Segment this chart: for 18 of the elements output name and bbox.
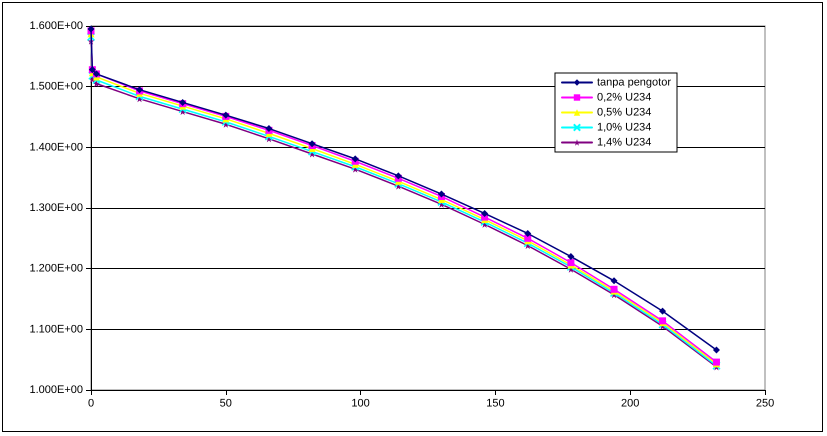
y-tick-label: 1.200E+00 [29,262,83,275]
x-tick-label: 150 [486,398,505,410]
x-tick-label: 0 [88,398,94,410]
legend-label: 1,4% U234 [596,136,652,148]
legend-label: 0,2% U234 [596,92,652,104]
legend-label: tanpa pengotor [596,76,672,88]
x-tick-label: 250 [756,398,774,410]
y-tick-label: 1.500E+00 [29,80,83,93]
x-tick-label: 200 [621,398,640,410]
x-tick-label: 50 [220,398,232,410]
y-tick-label: 1.600E+00 [29,20,83,32]
y-tick-label: 1.100E+00 [29,323,83,336]
x-tick-label: 100 [351,398,370,410]
y-tick-label: 1.400E+00 [29,141,83,154]
y-tick-label: 1.300E+00 [29,202,83,214]
legend-label: 1,0% U234 [596,122,652,134]
legend-label: 0,5% U234 [596,106,652,118]
y-tick-label: 1.000E+00 [29,384,83,396]
